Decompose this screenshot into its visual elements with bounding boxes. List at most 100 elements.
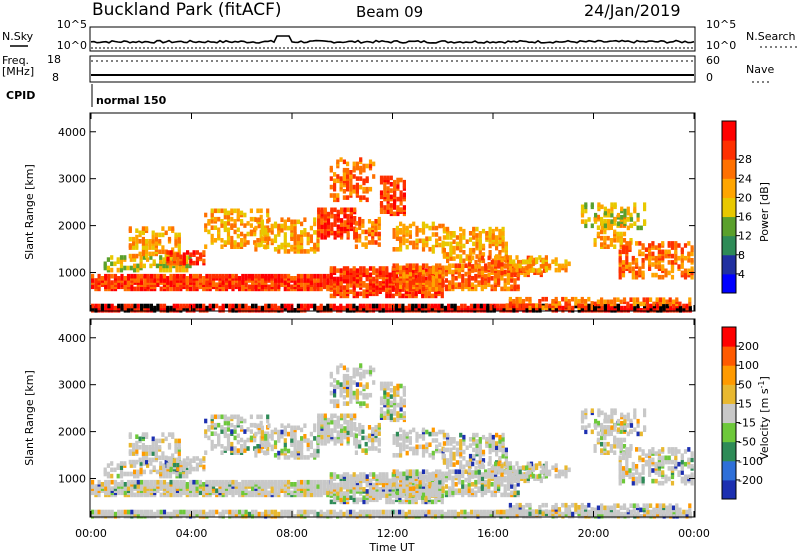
power-cell-2834 (618, 249, 622, 255)
power-cell-2701 (543, 268, 547, 273)
power-cell-427 (639, 308, 643, 313)
velocity-cell-186 (332, 509, 336, 515)
power-cell-416 (623, 305, 627, 311)
power-cell-81 (189, 303, 193, 309)
power-cell-259 (424, 303, 428, 309)
power-cell-84 (192, 303, 196, 309)
velocity-cell-503 (110, 479, 114, 485)
velocity-cell-834 (300, 484, 304, 489)
power-cell-965 (355, 291, 359, 297)
power-cell-1427 (484, 280, 488, 285)
velocity-cell-1779 (177, 451, 181, 456)
velocity-cell-648 (192, 479, 196, 485)
power-cell-1576 (622, 297, 627, 302)
power-cell-2116 (330, 207, 334, 213)
power-cell-2470 (442, 252, 446, 257)
power-cell-304 (479, 303, 483, 309)
power-cell-2507 (459, 237, 463, 242)
power-cell-1049 (381, 270, 386, 275)
power-cell-2905 (654, 272, 658, 278)
velocity-cell-382 (580, 509, 585, 515)
velocity-cell-1345 (441, 475, 445, 481)
velocity-cell-295 (469, 509, 474, 515)
power-cell-1409 (474, 284, 478, 290)
power-cell-732 (241, 284, 245, 290)
power-cell-2264 (368, 186, 373, 192)
velocity-cell-298 (473, 509, 477, 515)
power-cell-2966 (680, 264, 684, 269)
power-cell-2345 (386, 175, 390, 181)
velocity-cell-1783 (177, 438, 181, 444)
power-cell-2699 (539, 264, 543, 269)
power-cell-2043 (303, 249, 307, 254)
power-cell-1332 (435, 263, 439, 268)
power-cell-2551 (481, 258, 486, 264)
power-cell-2787 (609, 225, 613, 230)
power-cell-688 (215, 273, 219, 279)
power-cell-1995 (283, 236, 287, 241)
power-cell-2263 (365, 163, 369, 169)
power-cell-2713 (512, 259, 516, 264)
power-cell-213 (368, 308, 372, 313)
power-cell-2540 (475, 226, 479, 232)
power-cell-123 (247, 305, 251, 311)
velocity-cell-1500 (508, 509, 512, 514)
power-cell-2278 (358, 225, 362, 230)
velocity-cell-1543 (567, 511, 571, 516)
power-cell-1615 (106, 257, 110, 262)
power-cell-401 (603, 303, 607, 309)
power-cell-2562 (488, 243, 492, 249)
velocity-cell-1386 (461, 479, 465, 485)
velocity-cell-1434 (487, 484, 491, 489)
power-cell-2723 (528, 263, 532, 269)
power-cell-555 (143, 282, 147, 287)
power-cell-744 (247, 284, 251, 290)
power-cell-3000 (584, 208, 588, 214)
power-cell-1298 (418, 265, 422, 271)
velocity-cell-1697 (128, 459, 132, 465)
velocity-cell-1775 (174, 438, 178, 444)
power-cell-2282 (361, 229, 365, 235)
power-heatmap (91, 157, 694, 313)
power-cell-476 (94, 282, 98, 287)
power-cell-2869 (635, 241, 639, 246)
velocity-cell-866 (319, 479, 323, 485)
power-cell-2700 (539, 257, 543, 263)
power-cell-2449 (428, 236, 432, 241)
power-cell-2997 (580, 204, 585, 210)
power-cell-2320 (379, 194, 384, 200)
velocity-cell-153 (287, 509, 291, 515)
power-cell-2954 (674, 255, 678, 261)
power-cell-2460 (435, 225, 439, 231)
velocity-cell-126 (254, 514, 258, 519)
power-cell-2935 (664, 249, 668, 255)
power-cell-1991 (283, 249, 287, 254)
velocity-cell-406 (610, 511, 614, 517)
power-cell-2929 (661, 249, 665, 255)
velocity-cell-1143 (414, 497, 418, 503)
power-cell-1973 (270, 223, 274, 229)
velocity-cell-782 (267, 479, 271, 485)
power-cell-353 (538, 303, 542, 309)
power-cell-2414 (402, 223, 406, 229)
power-cell-173 (316, 305, 320, 311)
velocity-cell-523 (123, 486, 127, 491)
power-cell-2618 (474, 259, 478, 265)
velocity-cell-239 (401, 509, 405, 515)
power-cell-1812 (195, 260, 199, 266)
power-cell-1748 (154, 236, 158, 242)
power-cell-947 (349, 278, 353, 284)
power-cell-2845 (625, 260, 629, 265)
noise-panel (89, 26, 696, 52)
velocity-cell-786 (270, 486, 274, 491)
power-cell-1711 (135, 234, 139, 240)
power-cell-1968 (267, 217, 271, 222)
power-cell-1346 (441, 265, 445, 271)
power-cell-747 (247, 273, 251, 279)
power-cell-1308 (425, 280, 429, 285)
power-cell-2463 (438, 223, 442, 229)
velocity-cell-1644 (139, 461, 143, 466)
power-cell-1370 (454, 282, 458, 287)
power-cell-2446 (425, 236, 429, 241)
power-cell-2462 (438, 236, 442, 241)
